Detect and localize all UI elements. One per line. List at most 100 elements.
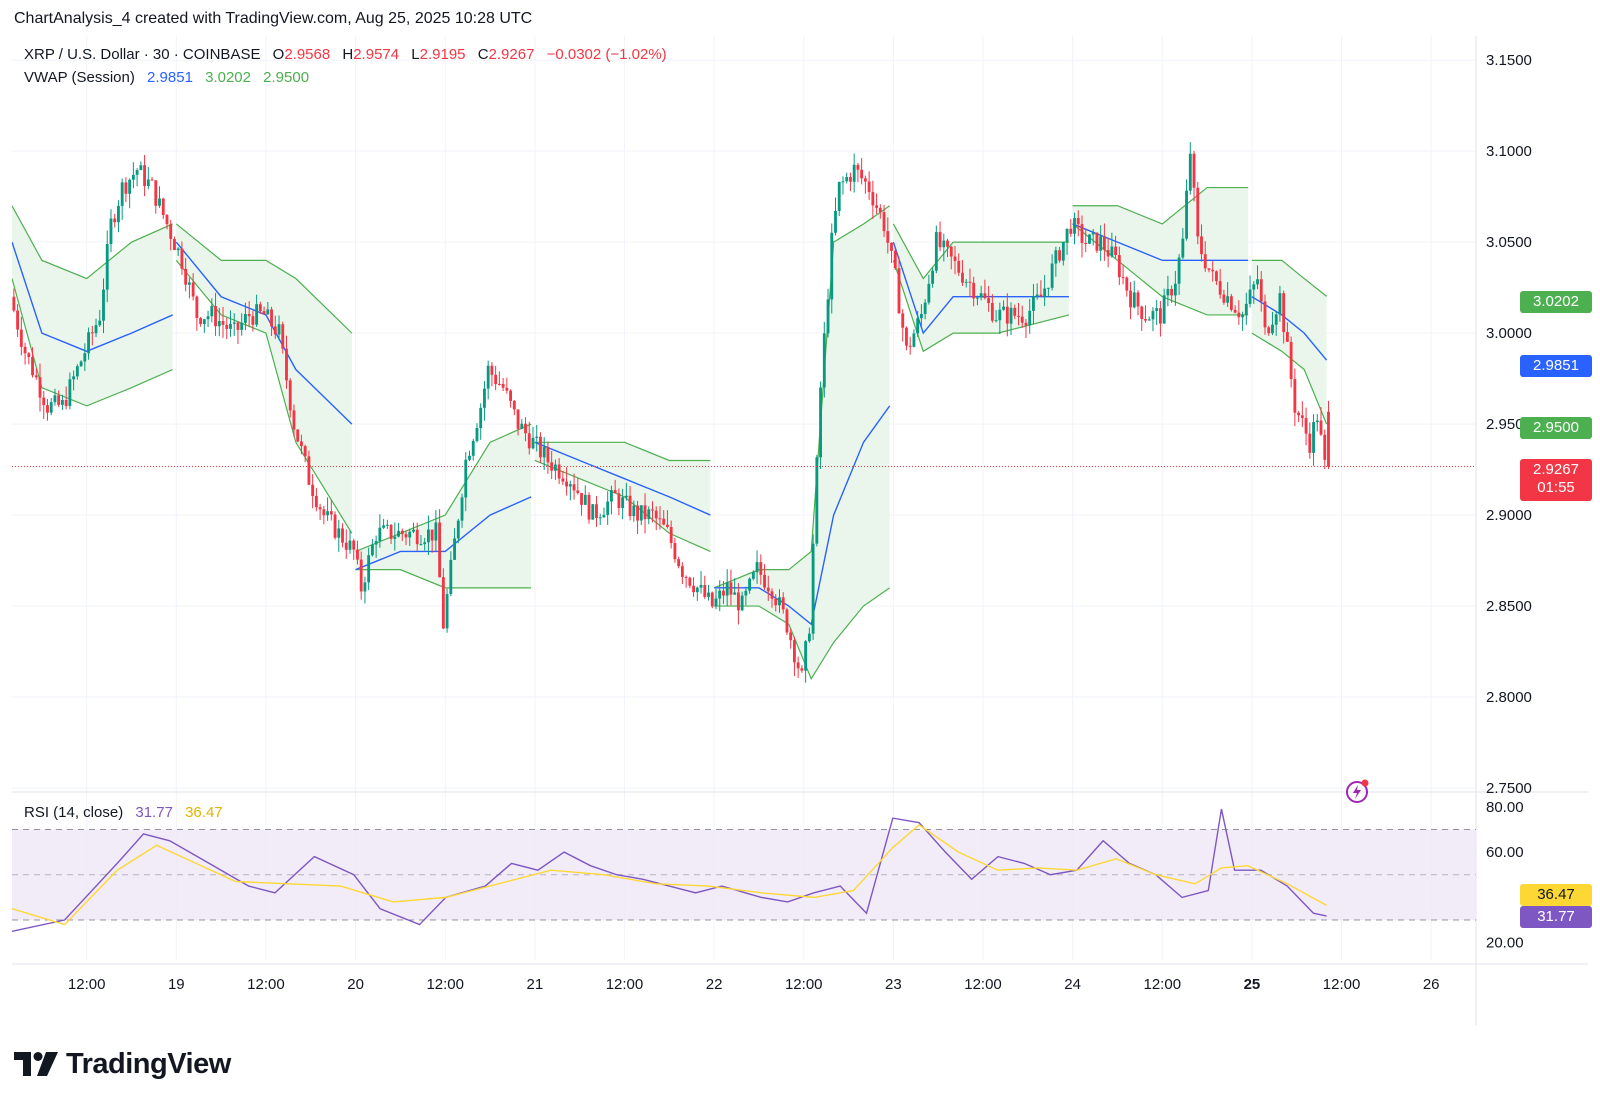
candle-body: [1196, 187, 1200, 237]
tradingview-logo[interactable]: TradingView: [14, 1046, 231, 1082]
candle-body: [1132, 292, 1136, 308]
candle-body: [770, 591, 774, 599]
candle-body: [931, 270, 935, 284]
ohlc-low: L2.9195: [411, 46, 466, 63]
candle-body: [520, 423, 524, 429]
rsi-tick-label: 60.00: [1486, 844, 1524, 861]
candle-body: [146, 179, 150, 187]
candle-body: [1155, 308, 1159, 312]
candle-body: [1046, 287, 1050, 289]
candle-body: [1263, 301, 1267, 328]
ohlc-open: O2.9568: [272, 46, 331, 63]
candle-body: [893, 250, 897, 269]
candle-body: [329, 511, 333, 515]
rsi-tick-label: 20.00: [1486, 935, 1524, 952]
candle-body: [34, 375, 38, 378]
candle-body: [94, 325, 98, 334]
price-tick-label: 3.1500: [1486, 52, 1532, 69]
candle-body: [341, 528, 344, 543]
candle-body: [1207, 268, 1211, 270]
candle-body: [173, 238, 176, 251]
lightning-alert-icon[interactable]: [1345, 778, 1371, 804]
rsi-label[interactable]: RSI (14, close): [24, 804, 124, 821]
candle-body: [195, 296, 199, 318]
time-tick-label: 20: [347, 976, 364, 993]
candle-body: [1136, 292, 1140, 307]
candle-body: [359, 559, 363, 592]
candle-body: [834, 210, 837, 233]
candle-body: [539, 436, 542, 458]
candle-body: [1091, 232, 1095, 235]
candle-body: [176, 248, 180, 251]
candle-body: [187, 282, 191, 285]
candle-body: [139, 165, 143, 171]
candle-body: [942, 240, 946, 248]
vwap-band-fill: [1251, 260, 1327, 425]
chart-canvas[interactable]: 3.1500 3.1000 3.0500 3.0000 2.9500 2.9000 2.85…: [12, 36, 1588, 1026]
candle-body: [789, 632, 793, 641]
candle-body: [1274, 314, 1278, 325]
candle-body: [53, 395, 57, 403]
vwap-label[interactable]: VWAP (Session): [24, 69, 135, 86]
candle-body: [1095, 232, 1099, 251]
candle-body: [837, 182, 841, 211]
time-tick-label: 12:00: [1323, 976, 1361, 993]
candle-body: [419, 544, 423, 546]
candle-body: [1151, 311, 1155, 320]
candle-body: [822, 333, 826, 388]
candle-body: [949, 246, 953, 257]
vwap-upper-band: [534, 441, 711, 462]
vwap-lower-band: [892, 260, 1070, 353]
candle-body: [1144, 318, 1147, 321]
candle-body: [643, 505, 647, 520]
candle-body: [860, 169, 864, 179]
candle-body: [751, 572, 755, 579]
time-tick-label: 12:00: [68, 976, 106, 993]
candle-body: [337, 528, 341, 538]
time-tick-label: 24: [1064, 976, 1081, 993]
candle-body: [105, 244, 109, 290]
vwap-line: [892, 241, 1069, 335]
candle-body: [800, 668, 804, 671]
candle-body: [946, 240, 949, 247]
candle-body: [1114, 246, 1118, 256]
rsi-value: 31.77: [135, 804, 173, 821]
candle-body: [1032, 296, 1035, 311]
candle-body: [1315, 420, 1319, 423]
candle-body: [572, 484, 576, 491]
rsi-line: [12, 808, 1327, 933]
candle-body: [382, 525, 386, 528]
vwap-legend[interactable]: VWAP (Session) 2.9851 3.0202 2.9500: [24, 69, 317, 86]
candle-body: [733, 592, 737, 595]
time-tick-label: 12:00: [247, 976, 285, 993]
candle-body: [87, 332, 90, 354]
candle-body: [281, 324, 285, 349]
candle-body: [326, 511, 330, 516]
candle-body: [1304, 418, 1308, 434]
candle-body: [1237, 312, 1241, 318]
candle-body: [486, 365, 490, 389]
rsi-price-tag: 31.77: [1520, 906, 1592, 928]
candle-body: [1061, 241, 1065, 261]
candle-body: [856, 164, 860, 170]
candle-body: [415, 529, 419, 545]
candle-body: [990, 303, 994, 321]
candle-body: [426, 529, 430, 543]
ohlc-close: C2.9267: [477, 46, 535, 63]
symbol-legend[interactable]: XRP / U.S. Dollar · 30 · COINBASE O2.956…: [24, 46, 675, 63]
candle-body: [1110, 246, 1114, 257]
chart-frame[interactable]: 3.1500 3.1000 3.0500 3.0000 2.9500 2.9000 2.85…: [12, 36, 1592, 1026]
rsi-legend[interactable]: RSI (14, close) 31.77 36.47: [24, 804, 231, 821]
candle-body: [763, 574, 766, 588]
candle-body: [1162, 295, 1166, 324]
vwap-upper-band: [12, 205, 173, 280]
candle-body: [550, 462, 554, 471]
candle-body: [897, 268, 901, 314]
candle-body: [565, 481, 569, 487]
candle-body: [755, 562, 759, 573]
symbol-name[interactable]: XRP / U.S. Dollar · 30 · COINBASE: [24, 46, 261, 63]
candle-body: [434, 522, 438, 541]
candle-body: [975, 297, 979, 299]
candle-body: [535, 436, 539, 438]
candle-body: [1024, 322, 1028, 326]
